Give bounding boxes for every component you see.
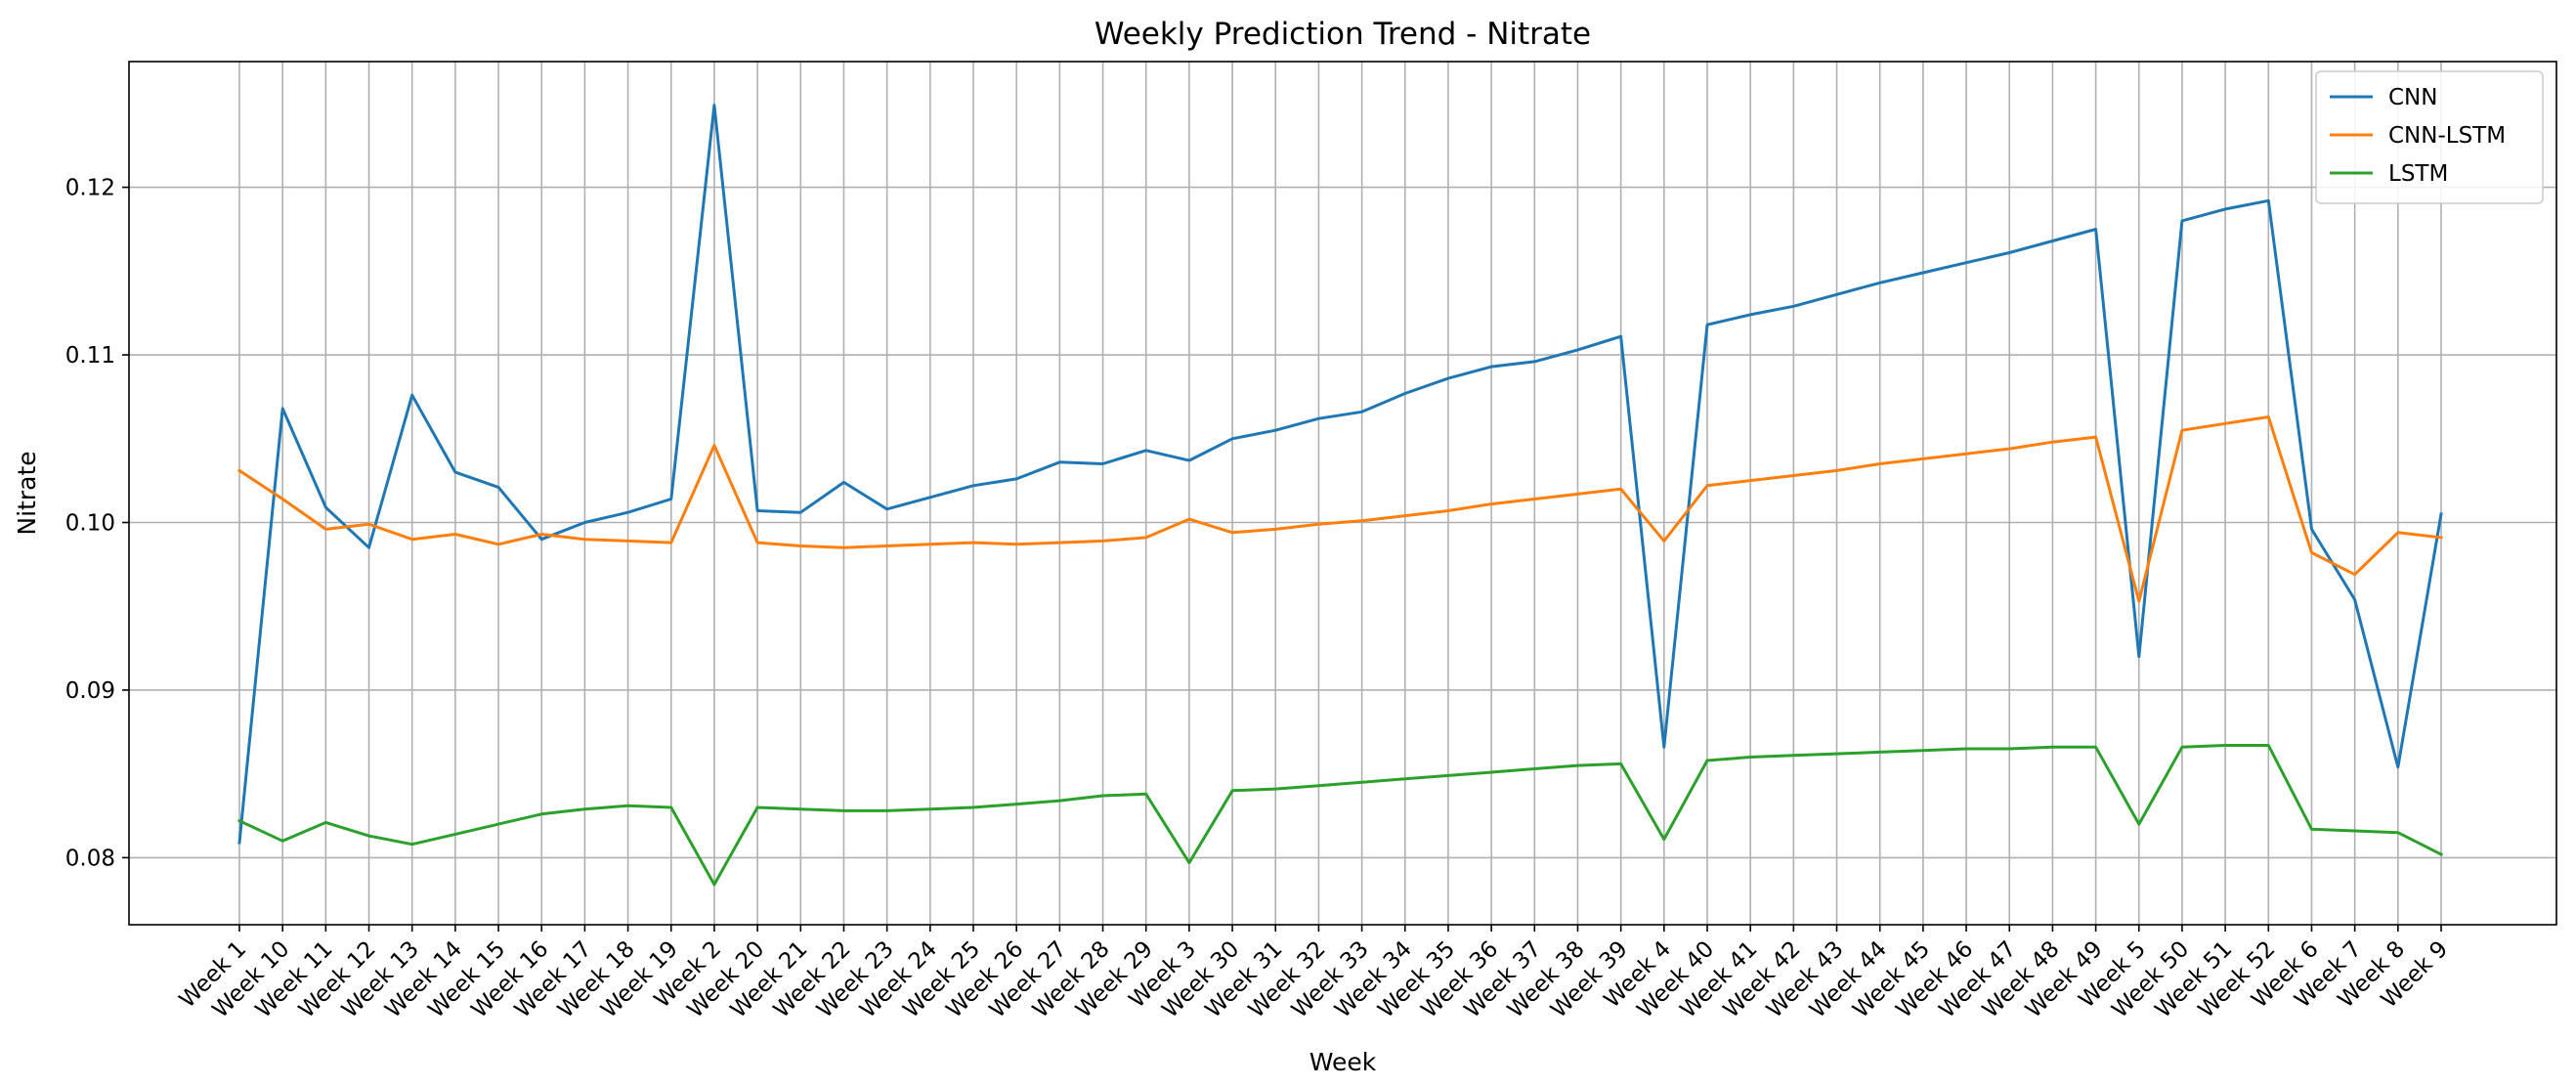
- legend-box: [2315, 70, 2544, 204]
- legend-label: CNN-LSTM: [2388, 123, 2506, 149]
- y-tick-label: 0.12: [65, 176, 115, 201]
- x-axis-label: Week: [1309, 1048, 1377, 1076]
- series-line-cnn: [237, 104, 2443, 845]
- series-line-lstm: [237, 744, 2444, 887]
- y-axis-label: Nitrate: [13, 451, 41, 535]
- grid-lines: [129, 62, 2556, 925]
- y-tick-label: 0.09: [65, 678, 115, 704]
- y-tick-label: 0.10: [65, 511, 115, 537]
- y-tick-label: 0.11: [65, 343, 115, 369]
- plot-area-frame: [128, 61, 2557, 926]
- series-lines: [236, 104, 2444, 887]
- y-tick-label: 0.08: [65, 846, 115, 871]
- series-line-cnn-lstm: [236, 415, 2443, 603]
- y-axis-ticks: 0.08 0.09 0.10 0.11 0.12: [65, 176, 129, 871]
- legend-label: CNN: [2388, 85, 2437, 110]
- legend: CNN CNN-LSTM LSTM: [2315, 70, 2544, 204]
- chart-title: Weekly Prediction Trend - Nitrate: [1095, 17, 1591, 52]
- legend-label: LSTM: [2388, 161, 2448, 187]
